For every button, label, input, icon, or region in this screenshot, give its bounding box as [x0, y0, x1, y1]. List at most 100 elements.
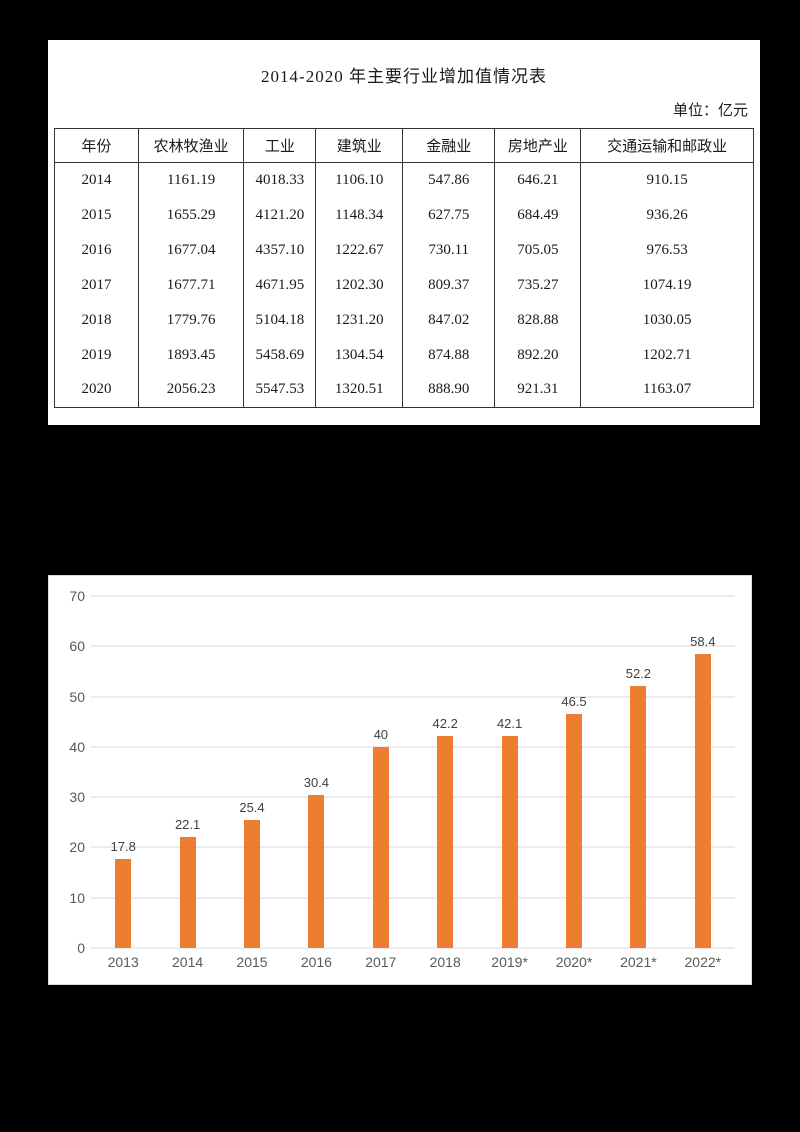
table-cell: 874.88: [402, 337, 496, 373]
column-header: 金融业: [402, 128, 496, 163]
table-header-row: 年份 农林牧渔业 工业 建筑业 金融业 房地产业 交通运输和邮政业: [54, 128, 754, 163]
table-cell: 976.53: [580, 232, 754, 268]
x-axis-category-label: 2015: [236, 954, 268, 970]
table-cell: 5104.18: [243, 302, 317, 338]
table-cell: 547.86: [402, 162, 496, 198]
table-cell: 2020: [54, 372, 139, 408]
table-row: 2015 1655.29 4121.20 1148.34 627.75 684.49 936…: [54, 197, 754, 233]
bar: [437, 735, 454, 948]
table-row: 2019 1893.45 5458.69 1304.54 874.88 892.20 120…: [54, 337, 754, 373]
column-header: 年份: [54, 128, 139, 163]
table-cell: 627.75: [402, 197, 496, 233]
table-cell: 2056.23: [137, 372, 245, 408]
table-cell: 705.05: [494, 232, 582, 268]
bar-value-label: 52.2: [625, 665, 652, 681]
table-cell: 888.90: [402, 372, 496, 408]
x-axis-labels: 2013 2014 2015 2016 2017 2018 2019* 2020* 2021* 2…: [91, 954, 735, 978]
y-axis-tick-label: 50: [69, 688, 85, 705]
bar-value-label: 58.4: [690, 634, 716, 650]
column-header: 工业: [243, 128, 317, 163]
x-axis-category-label: 2021*: [620, 954, 657, 970]
bar-value-label: 40: [373, 726, 389, 742]
bar-value-label: 42.2: [432, 715, 458, 731]
bar: [308, 795, 325, 948]
plot-area: 0 10 20 30 40 50 60 70 17.8 22.1 25.4 30.4 40 42.2 42.…: [69, 589, 735, 955]
y-axis-tick-label: 70: [69, 588, 85, 604]
bar: [372, 746, 389, 948]
table-cell: 921.31: [494, 372, 582, 408]
table-cell: 1655.29: [137, 197, 245, 233]
gridline: [91, 796, 735, 798]
table-cell: 2016: [54, 232, 139, 268]
table-cell: 1779.76: [137, 302, 245, 338]
bar: [501, 736, 518, 948]
table-cell: 892.20: [494, 337, 582, 373]
x-axis-category-label: 2016: [300, 954, 332, 970]
table-cell: 1222.67: [315, 232, 404, 268]
bar: [115, 858, 132, 948]
bar: [630, 685, 647, 948]
x-axis-category-label: 2018: [429, 954, 461, 970]
table-cell: 730.11: [402, 232, 496, 268]
gridline: [91, 897, 735, 899]
bar-chart-panel: 0 10 20 30 40 50 60 70 17.8 22.1 25.4 30.4 40 42.2 42.…: [48, 575, 752, 985]
y-axis-tick-label: 0: [77, 940, 85, 956]
gridline: [91, 645, 735, 647]
table-row: 2014 1161.19 4018.33 1106.10 547.86 646.21 910…: [54, 162, 754, 198]
bar: [694, 654, 711, 948]
table-cell: 936.26: [580, 197, 754, 233]
y-axis-tick-label: 20: [69, 839, 85, 856]
table-cell: 2015: [54, 197, 139, 233]
table-cell: 646.21: [494, 162, 582, 198]
table-cell: 4018.33: [243, 162, 317, 198]
table-title: 2014-2020 年主要行业增加值情况表: [261, 67, 547, 86]
x-axis-category-label: 2014: [172, 954, 204, 970]
bar-value-label: 25.4: [239, 800, 265, 816]
table-cell: 1202.30: [315, 267, 404, 303]
table-cell: 4357.10: [243, 232, 317, 268]
table-cell: 1677.04: [137, 232, 245, 268]
table-header: 年份 农林牧渔业 工业 建筑业 金融业 房地产业 交通运输和邮政业: [54, 128, 754, 163]
table-cell: 735.27: [494, 267, 582, 303]
table-cell: 1231.20: [315, 302, 404, 338]
table-cell: 910.15: [580, 162, 754, 198]
table-row: 2016 1677.04 4357.10 1222.67 730.11 705.05 976…: [54, 232, 754, 268]
gridline: [91, 846, 735, 848]
table-cell: 4121.20: [243, 197, 317, 233]
table-body: 2014 1161.19 4018.33 1106.10 547.86 646.21 910…: [54, 162, 754, 408]
column-header: 交通运输和邮政业: [580, 128, 754, 163]
bar-value-label: 17.8: [110, 838, 136, 854]
bar-value-label: 46.5: [561, 694, 587, 710]
table-cell: 1030.05: [580, 302, 754, 338]
x-axis-category-label: 2013: [107, 954, 139, 970]
table-cell: 1320.51: [315, 372, 404, 408]
gridline: [91, 947, 735, 949]
column-header: 房地产业: [494, 128, 582, 163]
table-unit-label: 单位：亿元: [672, 103, 748, 119]
gridline: [91, 746, 735, 748]
y-axis-tick-label: 60: [69, 638, 85, 655]
y-axis-tick-label: 40: [69, 738, 85, 755]
column-header: 农林牧渔业: [137, 128, 245, 163]
bar: [566, 714, 582, 948]
table-cell: 1893.45: [137, 337, 245, 373]
table-cell: 5547.53: [243, 372, 317, 408]
table-cell: 1148.34: [315, 197, 404, 233]
x-axis-category-label: 2019*: [491, 954, 528, 970]
table-cell: 1163.07: [580, 372, 754, 408]
bar-value-label: 42.1: [496, 716, 523, 732]
gridline: [91, 595, 735, 597]
table-cell: 1202.71: [580, 337, 754, 373]
table-cell: 2017: [54, 267, 139, 303]
table-cell: 1161.19: [137, 162, 245, 198]
y-axis-tick-label: 10: [69, 889, 85, 906]
table-cell: 1106.10: [315, 162, 404, 198]
table-row: 2017 1677.71 4671.95 1202.30 809.37 735.27 107…: [54, 267, 754, 303]
bar-value-label: 30.4: [303, 775, 330, 791]
table-cell: 1074.19: [580, 267, 754, 303]
table-cell: 5458.69: [243, 337, 317, 373]
bar-value-label: 22.1: [174, 816, 201, 832]
table-cell: 684.49: [494, 197, 582, 233]
table-cell: 2014: [54, 162, 139, 198]
x-axis-category-label: 2022*: [684, 954, 722, 970]
